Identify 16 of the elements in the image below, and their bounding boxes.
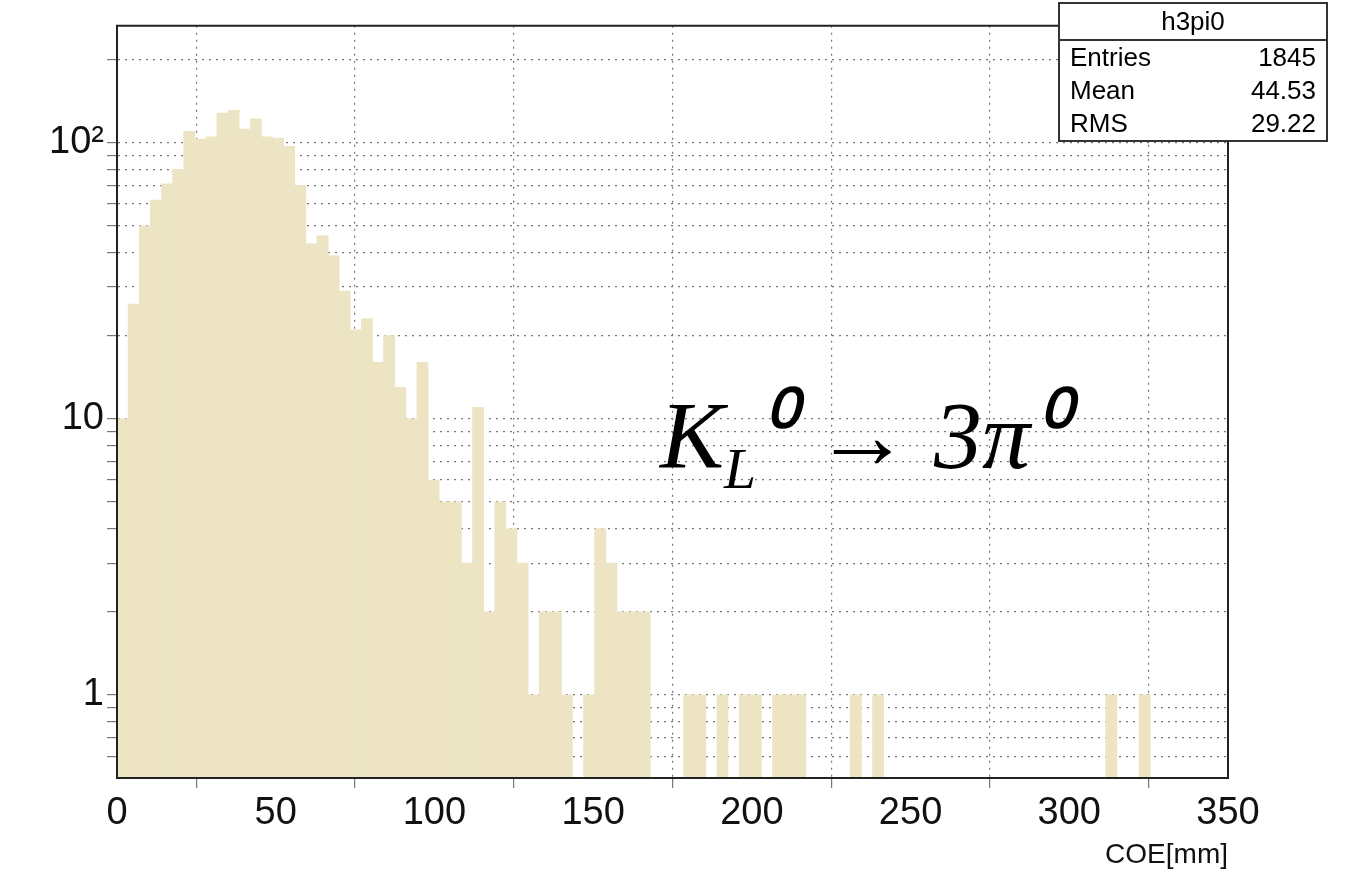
text: Entries 1845 (1070, 42, 1316, 72)
text: RMS 29.22 (1070, 108, 1316, 138)
x-tick-label: 250 (878, 790, 943, 833)
x-tick-label: 200 (720, 790, 784, 833)
y-tick-label: 1 (82, 671, 104, 714)
x-tick-label: 0 (106, 790, 128, 833)
x-tick-label: 50 (254, 790, 297, 833)
x-tick-label: 300 (1037, 790, 1101, 833)
x-tick-label: 100 (402, 790, 467, 833)
x-tick-label: 150 (561, 790, 625, 833)
annotation: h3pi0 (1060, 4, 1326, 41)
y-tick-label: 10 (61, 395, 104, 438)
x-tick-label: 350 (1196, 790, 1260, 833)
y-tick-label: 10² (49, 119, 104, 162)
text: Mean 44.53 (1070, 75, 1316, 105)
x-axis-title: COE[mm] (1105, 837, 1228, 869)
